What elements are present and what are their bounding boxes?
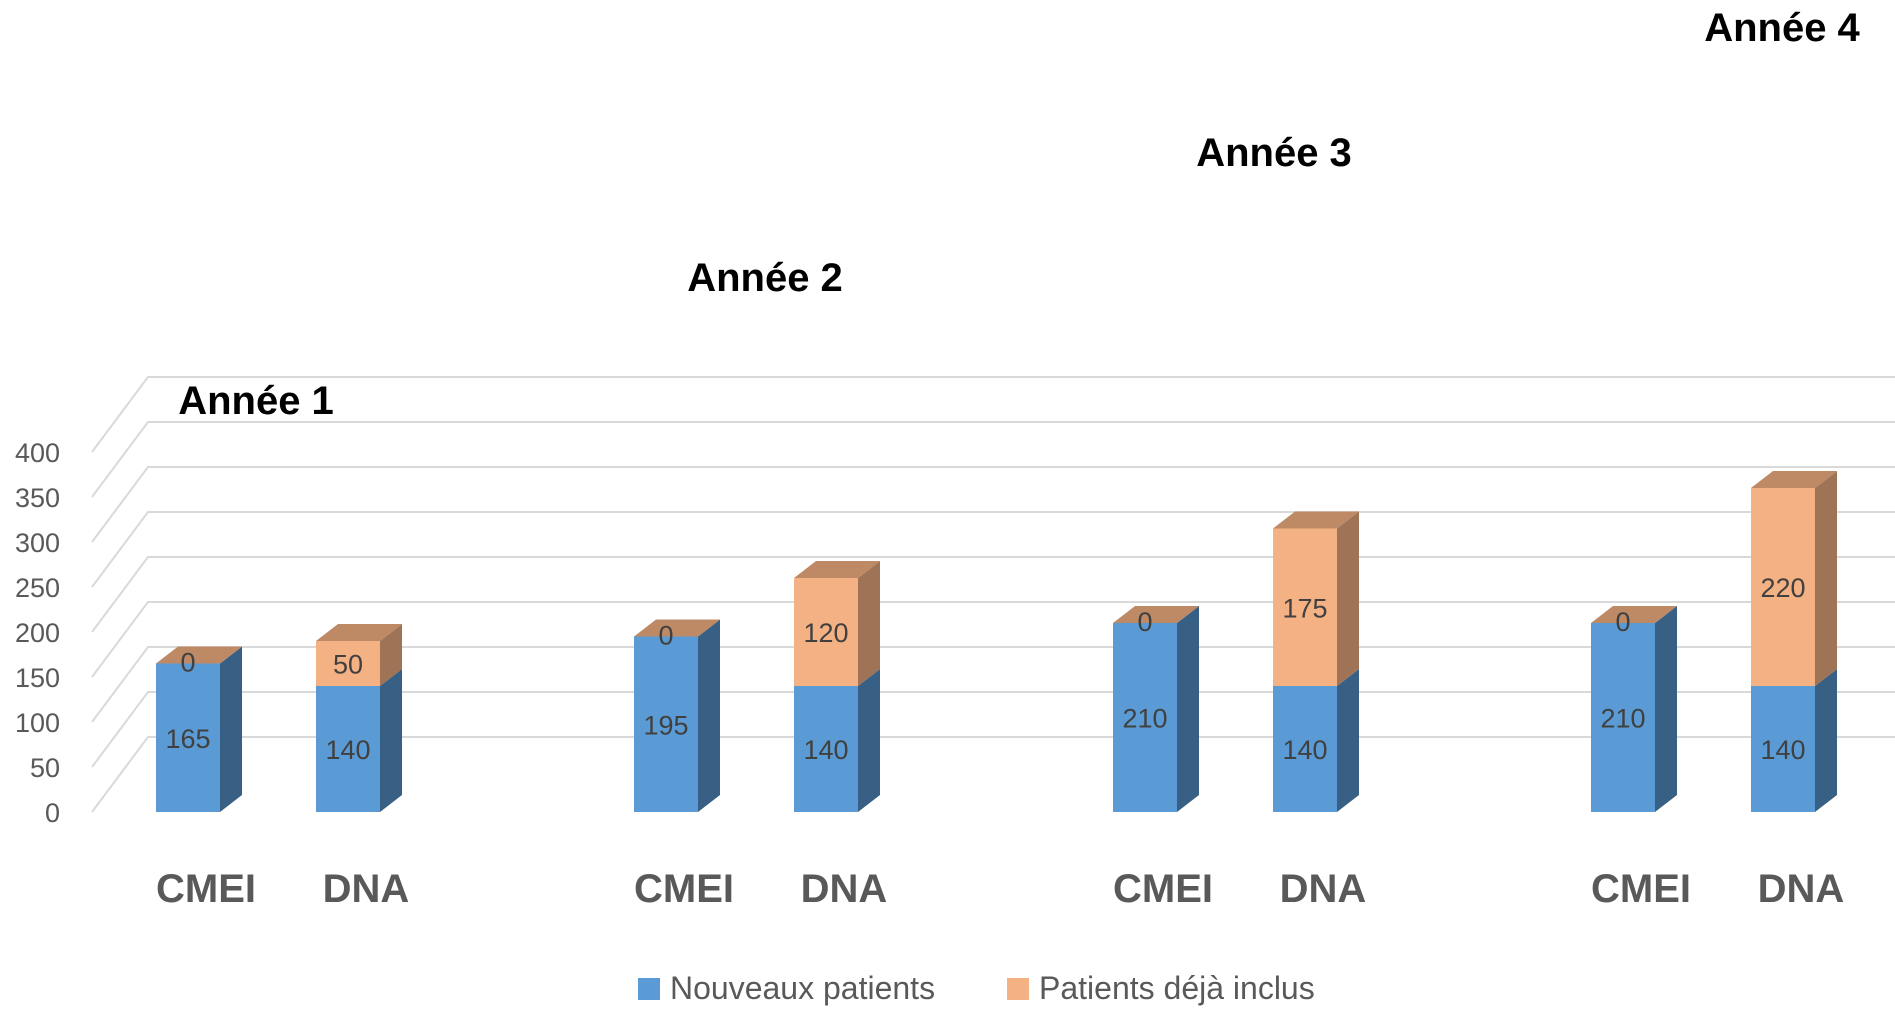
bar-side [858,669,880,812]
bar-segment [1273,686,1337,812]
data-label: 175 [1282,593,1327,623]
data-label: 0 [1615,607,1630,637]
category-label: CMEI [156,867,256,911]
gridline [91,511,1895,588]
bar-segment [794,686,858,812]
y-tick-label: 200 [15,618,60,648]
bar-side [858,561,880,686]
grid-layer [91,376,1895,813]
bar-side [1655,606,1677,812]
legend-label: Nouveaux patients [670,970,935,1006]
category-label: DNA [1758,867,1845,911]
bar-top [156,646,242,664]
group-label: Année 2 [687,256,843,300]
data-label: 0 [658,621,673,651]
bar-top [634,619,720,637]
bar-segment [1751,686,1815,812]
bar-layer [156,471,1837,812]
gridline [91,421,1895,498]
bar-side [1177,606,1199,812]
data-label: 0 [180,648,195,678]
data-label: 140 [1760,735,1805,765]
data-label: 120 [803,618,848,648]
data-label: 0 [1137,607,1152,637]
bar-side [380,624,402,686]
bar-segment [1591,623,1655,812]
bar-side [1337,511,1359,686]
category-label: CMEI [1113,867,1213,911]
category-label: CMEI [1591,867,1691,911]
data-label: 50 [333,650,363,680]
category-label: DNA [1280,867,1367,911]
bar-segment [1113,623,1177,812]
bar-top [316,624,402,641]
group-label: Année 4 [1704,6,1860,50]
y-axis: 0 50 100 150 200 250 300 350 400 [15,438,60,828]
bar-segment [1273,528,1337,686]
data-label: 210 [1600,704,1645,734]
y-tick-label: 300 [15,528,60,558]
legend-swatch [1007,978,1029,1000]
bar-top [1751,471,1837,488]
gridline [91,466,1895,543]
y-tick-label: 50 [30,753,60,783]
bar-side [380,669,402,812]
bar-segment [1751,488,1815,686]
bar-side [1815,669,1837,812]
legend-swatch [638,978,660,1000]
bar-segment [794,578,858,686]
legend: Nouveaux patients Patients déjà inclus [638,970,1315,1006]
data-label: 195 [643,710,688,740]
bar-side [1815,471,1837,686]
y-tick-label: 400 [15,438,60,468]
group-label: Année 1 [178,379,334,423]
data-label: 140 [325,735,370,765]
bar-side [1337,669,1359,812]
bar-segment [634,636,698,812]
bar-segment [156,663,220,812]
bar-segment [316,686,380,812]
data-label: 140 [803,735,848,765]
group-label: Année 3 [1196,131,1352,175]
category-label: DNA [323,867,410,911]
bar-top [794,561,880,578]
legend-label: Patients déjà inclus [1039,970,1315,1006]
bar-segment [316,641,380,686]
bar-top [1591,606,1677,623]
y-tick-label: 150 [15,663,60,693]
data-label: 210 [1122,704,1167,734]
bar-side [698,619,720,812]
bar-top [1113,606,1199,623]
data-label: 165 [165,724,210,754]
y-tick-label: 350 [15,483,60,513]
bar-side [220,646,242,812]
bar-top [1273,511,1359,529]
y-tick-label: 100 [15,708,60,738]
y-tick-label: 250 [15,573,60,603]
data-label: 140 [1282,735,1327,765]
category-label: DNA [801,867,888,911]
category-label: CMEI [634,867,734,911]
y-tick-label: 0 [45,798,60,828]
label-layer: 165 0 140 50 195 0 140 120 210 0 140 175 210 0 140 220 C… [156,6,1861,911]
gridline [91,376,1895,453]
data-label: 220 [1760,573,1805,603]
